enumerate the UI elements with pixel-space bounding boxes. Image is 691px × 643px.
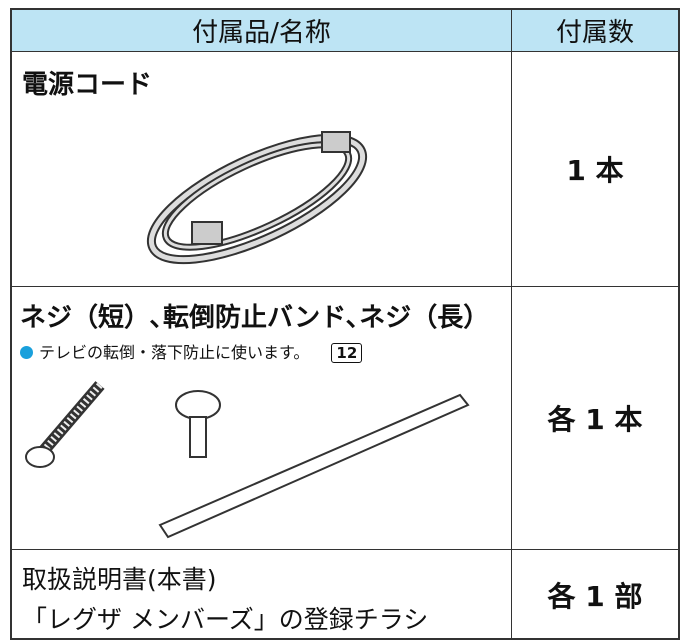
header-cell: 付属数 [512,10,678,52]
name-cell: 取扱説明書(本書) 「レグザ メンバーズ」の登録チラシ [12,550,512,640]
item-note: テレビの転倒・落下防止に使います。 12 [20,339,363,363]
header-text: 付属品/名称 [192,18,331,48]
item-count: 各 1 本 [547,403,643,436]
note-text: テレビの転倒・落下防止に使います。 [39,343,310,362]
count-cell: 各 1 部 [512,550,678,640]
name-cell: ネジ（短）､転倒防止バンド､ネジ（長） テレビの転倒・落下防止に使います。 12 [12,287,512,550]
item-name: ネジ（短）､転倒防止バンド､ネジ（長） [20,303,490,333]
item-name: 取扱説明書(本書) [22,565,217,594]
count-cell: 各 1 本 [512,287,678,550]
page-ref: 12 [331,343,363,363]
accessory-table: 付属品/名称 付属数 電源コード 1 本 ネジ（短）､転倒防止バンド､ネジ（長）… [10,8,680,640]
item-name: 電源コード [22,70,153,100]
bullet [20,346,33,359]
item-name: 「レグザ メンバーズ」の登録チラシ [22,605,429,634]
power-cord-illustration [146,131,368,265]
header-cell: 付属品/名称 [12,10,512,52]
screw-band-illustration [25,381,470,539]
name-cell: 電源コード [12,52,512,287]
count-cell: 1 本 [512,52,678,287]
item-count: 1 本 [566,154,624,187]
header-text: 付属数 [555,18,634,48]
item-count: 各 1 部 [547,580,643,613]
